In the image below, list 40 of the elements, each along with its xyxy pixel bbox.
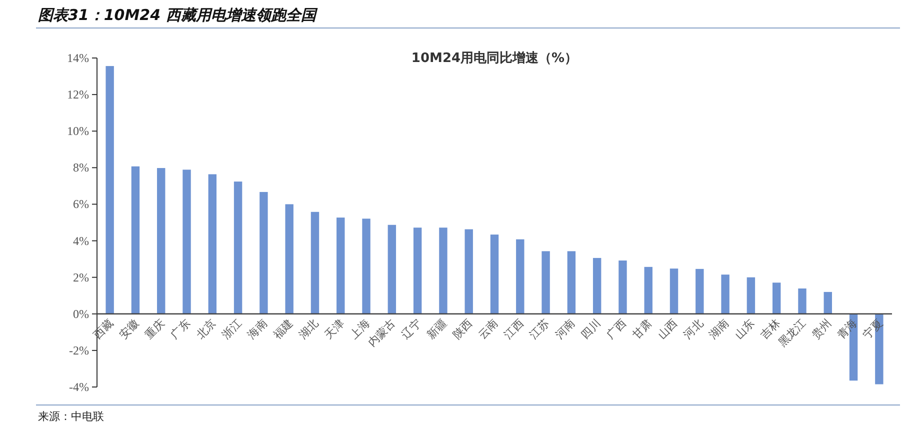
x-tick-label: 广西 <box>604 316 629 342</box>
y-tick-label: 0% <box>73 306 89 321</box>
x-tick-label: 四川 <box>578 316 604 342</box>
source-note: 来源：中电联 <box>38 410 104 423</box>
x-tick-label: 河北 <box>681 316 706 342</box>
x-tick-label: 河南 <box>552 316 578 342</box>
x-tick-label: 湖北 <box>296 316 322 342</box>
x-tick-label: 江西 <box>502 316 526 342</box>
x-tick-label: 陕西 <box>450 316 475 342</box>
x-tick-label: 甘肃 <box>630 316 654 342</box>
chart-subtitle: 10M24用电同比增速（%） <box>411 51 578 66</box>
y-tick-label: 2% <box>73 270 89 284</box>
x-tick-label: 宁夏 <box>860 316 886 342</box>
x-tick-label: 贵州 <box>809 316 834 342</box>
x-tick-label: 辽宁 <box>398 316 424 342</box>
x-tick-label: 重庆 <box>142 316 168 342</box>
x-tick-label: 安徽 <box>116 316 142 342</box>
x-tick-label: 海南 <box>245 316 270 342</box>
y-tick-label: -2% <box>69 343 89 358</box>
y-tick-label: 8% <box>73 160 89 175</box>
x-tick-label: 福建 <box>270 316 296 342</box>
x-tick-label: 湖南 <box>706 316 732 342</box>
y-tick-label: 6% <box>73 197 89 212</box>
y-tick-label: -4% <box>69 380 89 394</box>
x-tick-label: 西藏 <box>91 316 116 342</box>
x-tick-label: 浙江 <box>219 316 244 342</box>
x-tick-label: 新疆 <box>424 316 450 342</box>
y-tick-label: 12% <box>67 88 89 102</box>
chart-title: 图表31：10M24 西藏用电增速领跑全国 <box>38 6 318 24</box>
x-tick-label: 北京 <box>194 316 219 342</box>
x-tick-label: 青海 <box>834 316 860 342</box>
y-tick-label: 14% <box>67 51 89 65</box>
x-tick-label: 天津 <box>322 316 347 342</box>
x-tick-label: 云南 <box>476 316 501 342</box>
x-tick-label: 山西 <box>655 316 680 342</box>
y-tick-label: 10% <box>67 124 89 138</box>
x-tick-label: 江苏 <box>527 316 552 342</box>
y-tick-label: 4% <box>73 234 89 248</box>
x-tick-label: 广东 <box>168 316 193 342</box>
x-tick-label: 山东 <box>732 316 758 342</box>
